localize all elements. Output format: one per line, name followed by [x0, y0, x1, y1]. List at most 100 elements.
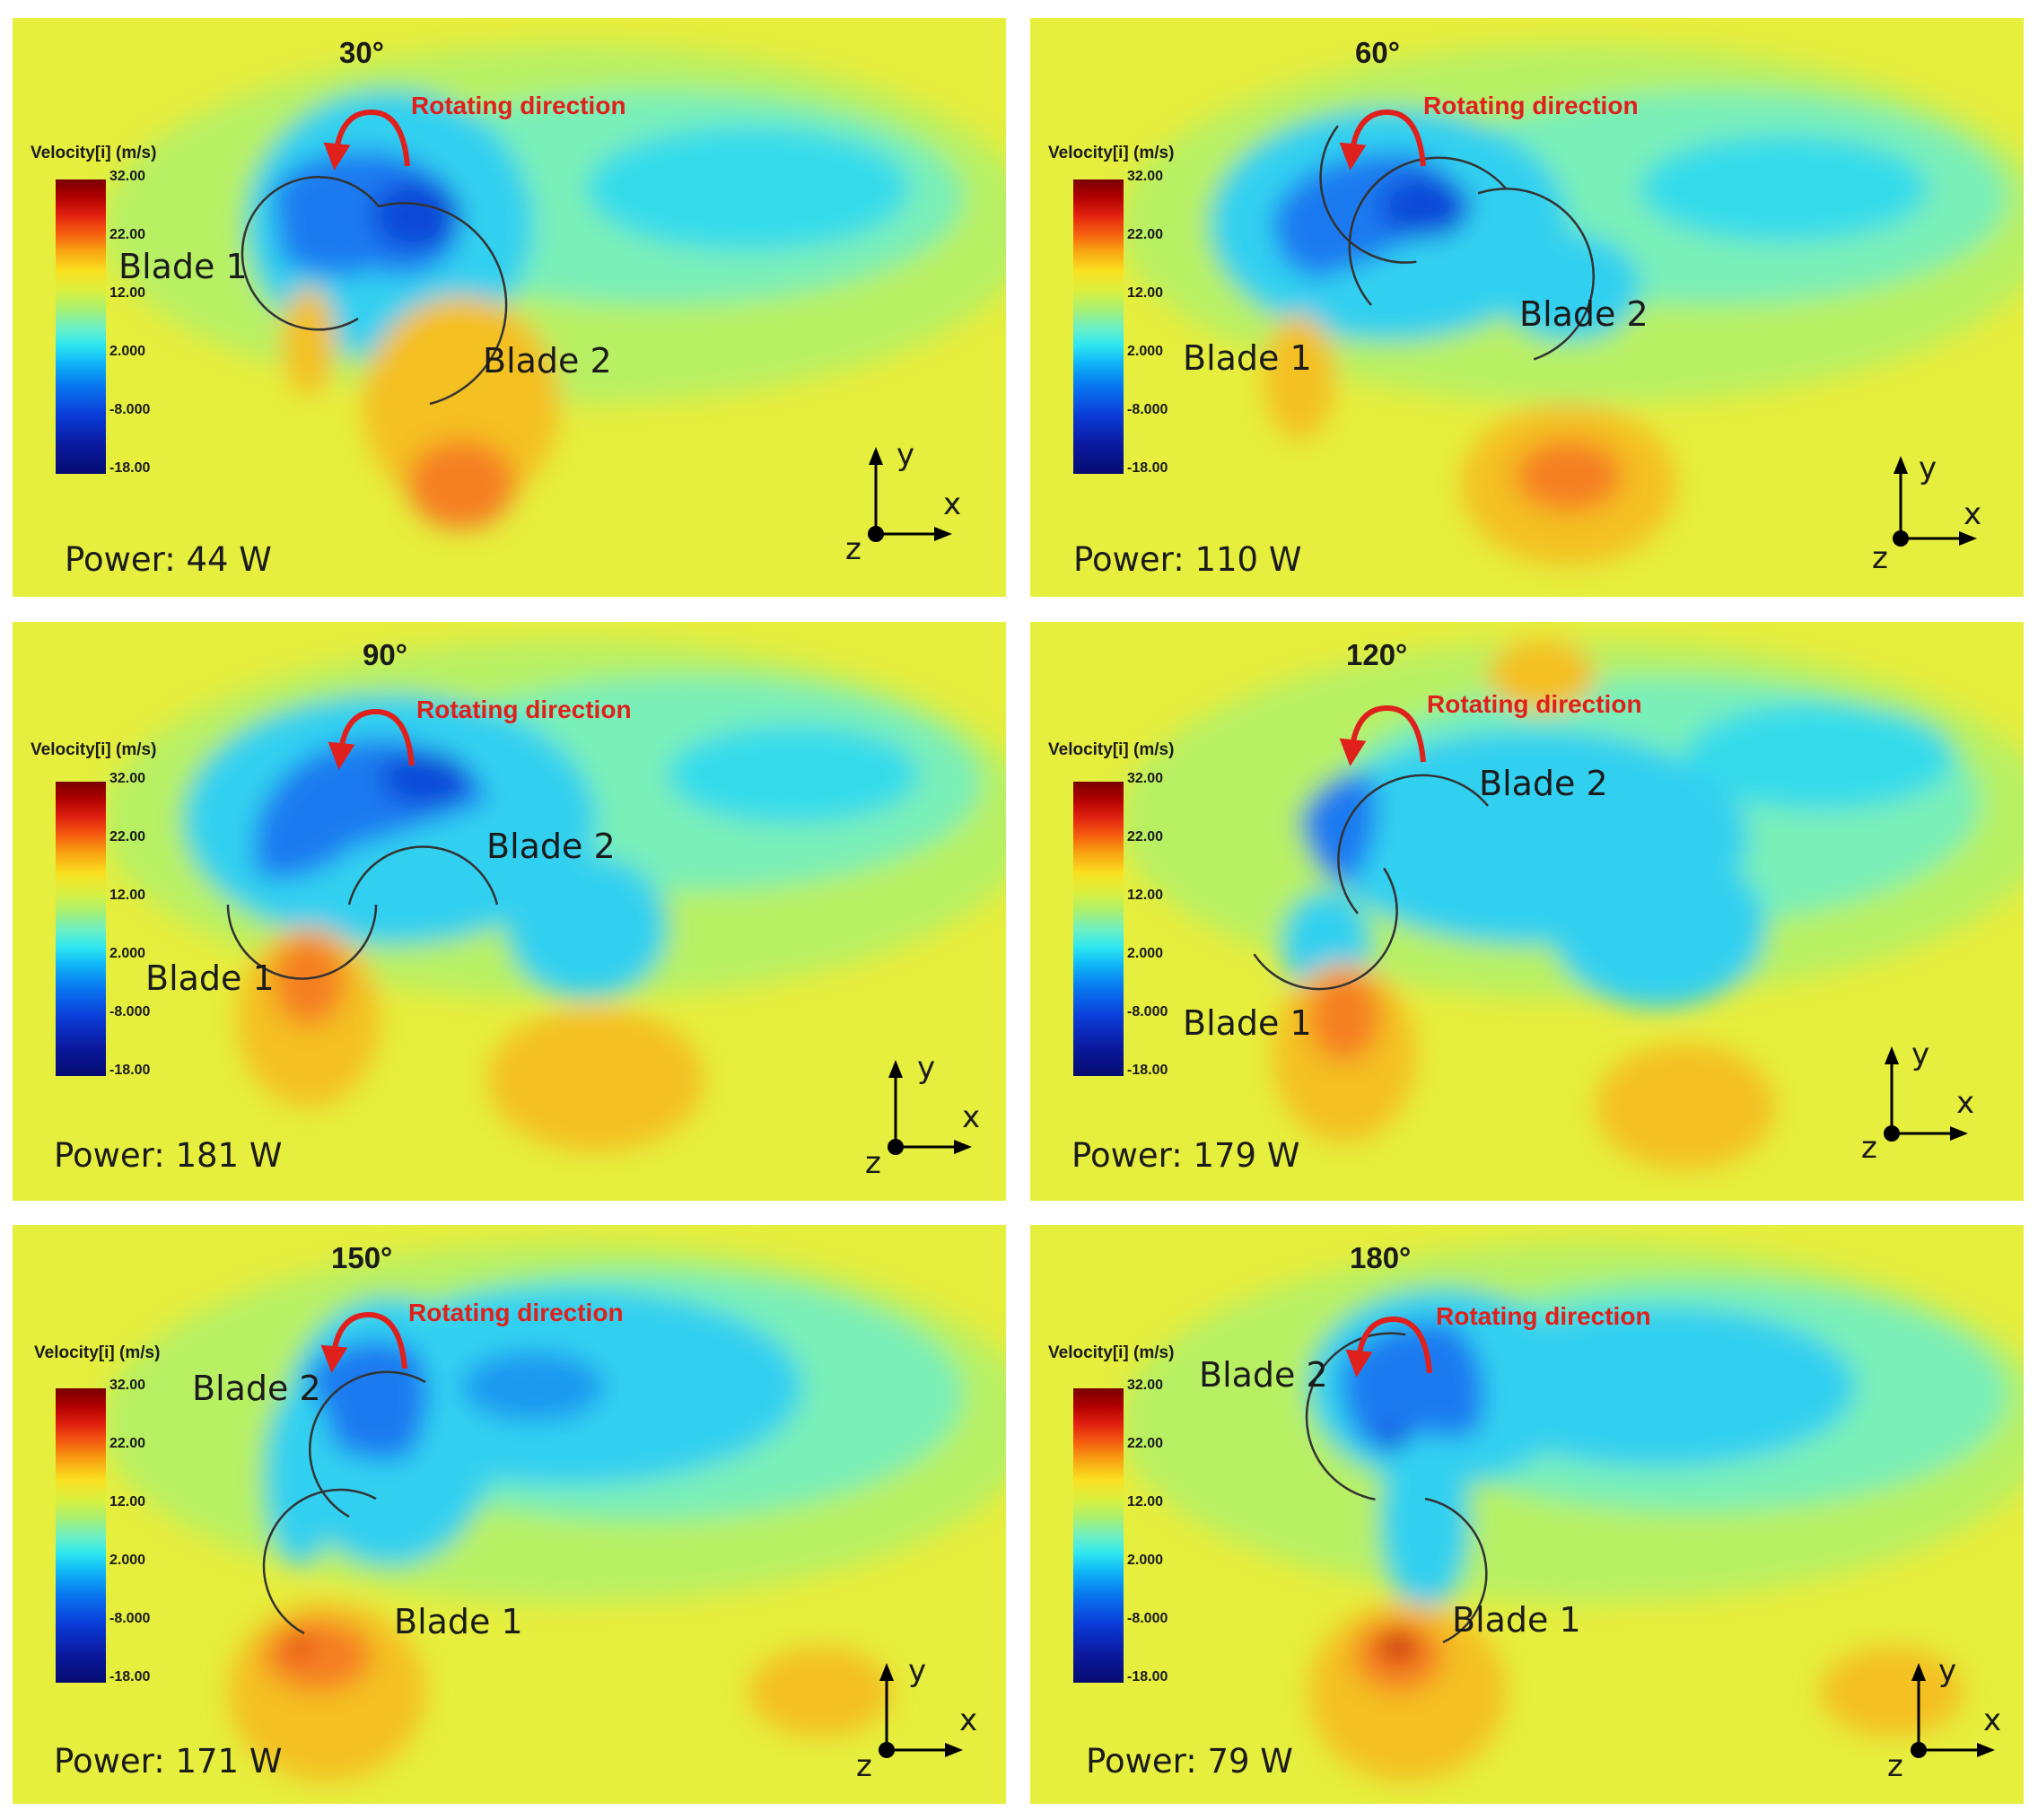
axis-x-label: x — [1964, 496, 1982, 532]
axis-x-label: x — [1956, 1085, 1975, 1121]
blade-2-label: Blade 2 — [483, 341, 612, 381]
colorbar-tick: 12.00 — [109, 1494, 146, 1509]
colorbar-tick: -8.000 — [1127, 1004, 1168, 1019]
colorbar-tick: -18.00 — [1127, 460, 1168, 476]
angle-label: 60° — [1355, 36, 1400, 69]
colorbar-tick: 22.00 — [1127, 829, 1164, 844]
colorbar-tick: 32.00 — [109, 169, 146, 184]
colorbar-tick: 32.00 — [1127, 169, 1164, 184]
colorbar-tick: -18.00 — [1127, 1669, 1168, 1684]
blade-2-label: Blade 2 — [1199, 1355, 1328, 1395]
axis-z-label: z — [1872, 540, 1888, 576]
rotating-direction-label: Rotating direction — [1423, 92, 1639, 119]
colorbar-tick: 2.000 — [109, 1553, 146, 1568]
colorbar-tick: 2.000 — [109, 344, 146, 359]
blade-2-label: Blade 2 — [192, 1369, 321, 1408]
colorbar-tick: 32.00 — [109, 1378, 146, 1393]
angle-label: 30° — [339, 36, 384, 69]
colorbar-tick: 2.000 — [1127, 1553, 1164, 1568]
colorbar-tick: -18.00 — [1127, 1063, 1168, 1078]
colorbar-tick: -8.000 — [109, 402, 151, 417]
axis-x-label: x — [959, 1702, 978, 1738]
rotating-arrow-icon — [1345, 1316, 1432, 1378]
colorbar-tick: 12.00 — [109, 888, 146, 903]
axis-y-label: y — [917, 1050, 936, 1086]
colorbar-title: Velocity[i] (m/s) — [31, 740, 157, 759]
power-label: Power: 44 W — [65, 540, 272, 579]
colorbar-tick: 12.00 — [1127, 888, 1164, 903]
power-label: Power: 179 W — [1071, 1136, 1300, 1175]
panel-120deg: 120° Rotating direction Velocity[i] (m/s… — [1030, 622, 2024, 1201]
rotating-direction-label: Rotating direction — [416, 696, 632, 723]
colorbar-tick: 12.00 — [109, 285, 146, 301]
axis-z-label: z — [1887, 1748, 1903, 1784]
axis-triad-icon — [888, 1060, 972, 1155]
angle-label: 150° — [331, 1241, 393, 1274]
rotating-arrow-icon — [320, 1311, 407, 1373]
power-label: Power: 110 W — [1073, 540, 1302, 579]
colorbar — [56, 1388, 106, 1683]
colorbar-tick: -8.000 — [109, 1004, 151, 1019]
colorbar-title: Velocity[i] (m/s) — [1048, 740, 1175, 759]
blade-1-label: Blade 1 — [145, 958, 275, 998]
panel-90deg: 90° Rotating direction Velocity[i] (m/s)… — [13, 622, 1006, 1201]
colorbar-tick: 2.000 — [1127, 344, 1164, 359]
colorbar-tick: -8.000 — [109, 1611, 151, 1626]
panel-30deg: 30° Rotating direction Velocity[i] (m/s)… — [13, 18, 1006, 597]
power-label: Power: 171 W — [54, 1742, 283, 1781]
colorbar-tick: -8.000 — [1127, 1611, 1168, 1626]
colorbar-tick: 2.000 — [1127, 946, 1164, 961]
colorbar-tick: 22.00 — [109, 1436, 146, 1451]
axis-triad-icon — [879, 1663, 963, 1758]
rotating-arrow-icon — [328, 708, 415, 770]
colorbar-tick: 2.000 — [109, 946, 146, 961]
colorbar-tick: -18.00 — [109, 460, 151, 476]
colorbar-tick: 22.00 — [109, 829, 146, 844]
colorbar-tick: -18.00 — [109, 1063, 151, 1078]
axis-triad-icon — [868, 447, 952, 542]
colorbar — [56, 782, 106, 1076]
axis-x-label: x — [1983, 1702, 2002, 1738]
blade-1-label: Blade 1 — [1183, 338, 1312, 378]
velocity-field — [1030, 18, 2024, 597]
velocity-field — [1030, 1225, 2024, 1804]
colorbar — [1073, 179, 1124, 474]
angle-label: 120° — [1346, 638, 1408, 671]
panel-60deg: 60° Rotating direction Velocity[i] (m/s)… — [1030, 18, 2024, 597]
axis-y-label: y — [1938, 1653, 1957, 1689]
axis-y-label: y — [908, 1653, 927, 1689]
blade-2-label: Blade 2 — [1479, 764, 1608, 803]
panel-180deg: 180° Rotating direction Velocity[i] (m/s… — [1030, 1225, 2024, 1804]
axis-z-label: z — [856, 1748, 872, 1784]
axis-z-label: z — [865, 1145, 881, 1181]
colorbar-tick: 12.00 — [1127, 285, 1164, 301]
colorbar-title: Velocity[i] (m/s) — [1048, 144, 1175, 162]
velocity-field — [1030, 622, 2024, 1201]
blade-1-label: Blade 1 — [1452, 1600, 1581, 1640]
colorbar-tick: 12.00 — [1127, 1494, 1164, 1509]
rotating-arrow-icon — [323, 109, 410, 171]
panel-150deg: 150° Rotating direction Velocity[i] (m/s… — [13, 1225, 1006, 1804]
angle-label: 180° — [1350, 1241, 1412, 1274]
colorbar — [1073, 782, 1124, 1076]
colorbar-tick: 32.00 — [1127, 1378, 1164, 1393]
colorbar — [56, 179, 106, 474]
blade-1-label: Blade 1 — [394, 1602, 523, 1641]
rotating-direction-label: Rotating direction — [1436, 1302, 1651, 1330]
blade-1-label: Blade 1 — [118, 247, 248, 286]
blade-2-label: Blade 2 — [1519, 294, 1649, 334]
axis-triad-icon — [1911, 1663, 1995, 1758]
power-label: Power: 79 W — [1086, 1742, 1293, 1781]
rotating-arrow-icon — [1339, 704, 1426, 766]
velocity-field — [13, 622, 1006, 1201]
axis-x-label: x — [962, 1099, 981, 1135]
colorbar-tick: 22.00 — [1127, 1436, 1164, 1451]
blade-1-label: Blade 1 — [1183, 1003, 1312, 1043]
colorbar-tick: 22.00 — [1127, 227, 1164, 242]
velocity-field — [13, 1225, 1006, 1804]
axis-y-label: y — [1919, 451, 1937, 486]
axis-y-label: y — [897, 437, 915, 473]
colorbar-tick: 22.00 — [109, 227, 146, 242]
axis-x-label: x — [943, 486, 962, 522]
rotating-direction-label: Rotating direction — [411, 92, 626, 119]
